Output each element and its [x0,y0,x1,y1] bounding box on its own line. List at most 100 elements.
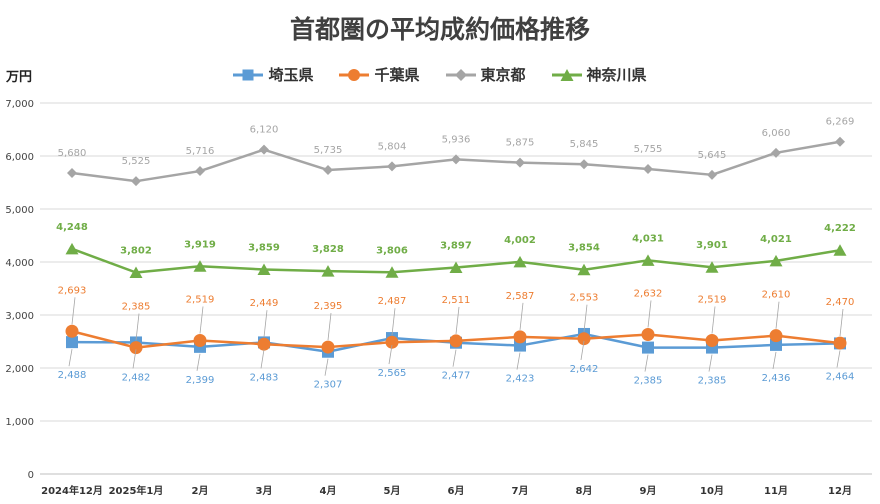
legend-item-kanagawa: 神奈川県 [551,64,647,85]
data-point-神奈川県 [385,266,399,278]
data-point-千葉県 [577,332,591,346]
data-point-神奈川県 [449,261,463,273]
chart-title: 首都圏の平均成約価格推移 [289,15,590,44]
y-tick-label: 3,000 [5,311,34,322]
data-label: 5,525 [122,156,151,167]
legend: 埼玉県 千葉県 東京都 神奈川県 [0,64,880,85]
legend-label-saitama: 埼玉県 [268,66,314,84]
data-point-神奈川県 [577,263,591,276]
data-point-神奈川県 [321,265,335,277]
y-tick-label: 0 [28,470,34,481]
y-tick-label: 2,000 [5,364,34,375]
leader-line [132,349,137,369]
data-label: 3,897 [440,240,472,251]
data-point-千葉県 [769,329,783,343]
data-label: 2,423 [506,374,535,385]
legend-key-saitama [233,69,264,80]
data-label: 3,901 [696,240,728,251]
data-point-東京都 [387,161,397,172]
legend-label-kanagawa: 神奈川県 [586,66,647,84]
legend-key-chiba [339,68,370,81]
leader-line [711,306,716,334]
data-point-千葉県 [385,335,399,349]
data-label: 2,470 [826,297,855,308]
leader-line [263,310,268,338]
data-label: 2,464 [826,371,855,382]
leader-line [647,300,652,328]
data-label: 2,307 [314,380,343,391]
x-tick-label: 2024年12月 [41,484,103,497]
data-label: 2,436 [762,373,791,384]
data-label: 2,385 [122,302,151,313]
data-label: 5,735 [314,145,343,156]
x-tick-label: 11月 [764,485,788,497]
y-axis-unit-label: 万円 [6,70,33,85]
x-tick-label: 3月 [256,485,273,497]
leader-line [580,340,585,361]
data-point-千葉県 [321,340,335,354]
legend-item-tokyo: 東京都 [445,64,526,85]
x-tick-label: 8月 [576,485,593,497]
data-point-神奈川県 [129,266,143,278]
data-label: 2,482 [122,372,151,383]
data-point-千葉県 [449,334,463,348]
leader-line [519,302,524,330]
data-label: 2,487 [378,296,407,307]
data-point-埼玉県 [66,336,78,349]
data-point-神奈川県 [705,261,719,273]
leader-line [135,313,140,341]
leader-line [452,349,457,367]
data-label: 2,587 [506,291,535,302]
data-label: 3,828 [312,244,344,255]
x-tick-label: 2025年1月 [109,484,164,497]
data-point-神奈川県 [257,263,271,275]
x-tick-label: 5月 [384,485,401,497]
leader-line [772,351,777,369]
data-point-千葉県 [65,324,79,338]
data-point-千葉県 [257,337,271,351]
leader-line [708,354,713,372]
x-tick-label: 2月 [192,485,209,497]
leader-line [583,304,588,332]
y-tick-label: 6,000 [5,152,34,163]
data-label: 2,693 [58,285,87,296]
data-label: 2,483 [250,372,279,383]
leader-line [68,349,73,367]
data-label: 4,002 [504,235,536,246]
data-label: 2,565 [378,368,407,379]
y-tick-label: 4,000 [5,258,34,269]
data-point-東京都 [195,166,205,177]
leader-line [775,301,780,329]
data-label: 2,395 [314,301,343,312]
data-label: 5,716 [186,146,215,157]
data-label: 2,449 [250,298,279,309]
data-label: 2,632 [634,289,663,300]
data-label: 3,919 [184,239,216,250]
legend-label-tokyo: 東京都 [480,66,526,84]
legend-item-saitama: 埼玉県 [233,64,313,85]
data-point-埼玉県 [770,338,782,351]
data-label: 4,222 [824,223,856,234]
data-label: 2,519 [698,294,727,305]
data-label: 5,875 [506,138,535,149]
leader-line [196,353,201,371]
data-label: 5,845 [570,139,599,150]
legend-key-kanagawa [551,68,582,81]
data-point-埼玉県 [642,341,654,354]
data-point-千葉県 [641,328,655,342]
data-label: 5,680 [58,148,87,159]
legend-label-chiba: 千葉県 [374,66,420,84]
leader-line [839,309,844,337]
legend-key-tokyo [445,68,476,81]
leader-line [327,313,332,341]
x-tick-label: 7月 [512,485,529,497]
data-label: 2,610 [762,290,791,301]
data-point-千葉県 [193,333,207,347]
data-label: 2,385 [698,376,727,387]
leader-line [516,352,521,370]
data-point-神奈川県 [769,254,783,267]
leader-line [644,354,649,372]
data-label: 3,859 [248,242,280,253]
data-label: 2,477 [442,371,471,382]
